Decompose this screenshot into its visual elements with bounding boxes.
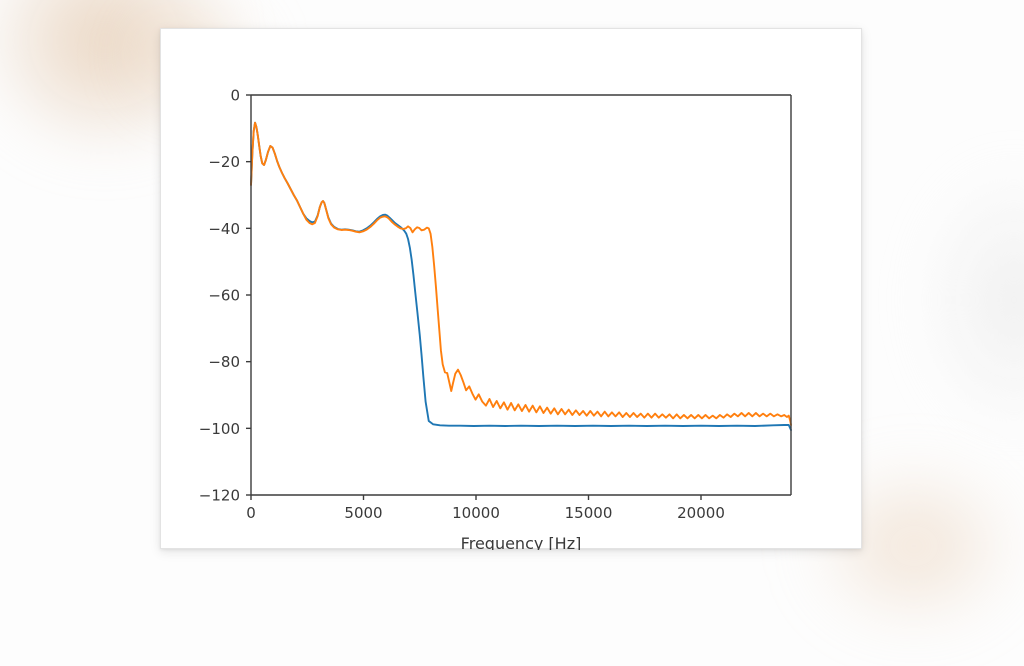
y-tick-label: −60	[208, 287, 240, 305]
x-tick-label: 20000	[677, 504, 725, 522]
spectrum-line-chart: 0 5000 10000 15000 20000 0 −20 −40 −60 −80 −100 −1…	[199, 87, 792, 550]
x-tick-label: 15000	[565, 504, 613, 522]
chart-plot-area: 0 5000 10000 15000 20000 0 −20 −40 −60 −80 −100 −1…	[161, 29, 863, 550]
line-series-1	[250, 121, 792, 431]
y-axis-ticks: 0 −20 −40 −60 −80 −100 −120	[199, 87, 251, 505]
y-tick-label: −80	[208, 353, 240, 371]
x-tick-label: 0	[246, 504, 256, 522]
y-tick-label: −20	[208, 153, 240, 171]
y-tick-label: −120	[199, 487, 240, 505]
y-tick-label: −40	[208, 220, 240, 238]
background-blob-right	[884, 120, 1024, 480]
series-layer	[250, 121, 792, 431]
x-axis-title: Frequency [Hz]	[461, 534, 582, 550]
x-tick-label: 10000	[452, 504, 500, 522]
line-series-2	[250, 121, 792, 426]
x-axis-ticks: 0 5000 10000 15000 20000	[246, 495, 725, 522]
y-tick-label: 0	[230, 87, 240, 105]
axes-spines	[250, 94, 792, 496]
figure-card: 0 5000 10000 15000 20000 0 −20 −40 −60 −80 −100 −1…	[160, 28, 863, 550]
x-tick-label: 5000	[344, 504, 382, 522]
y-tick-label: −100	[199, 420, 240, 438]
